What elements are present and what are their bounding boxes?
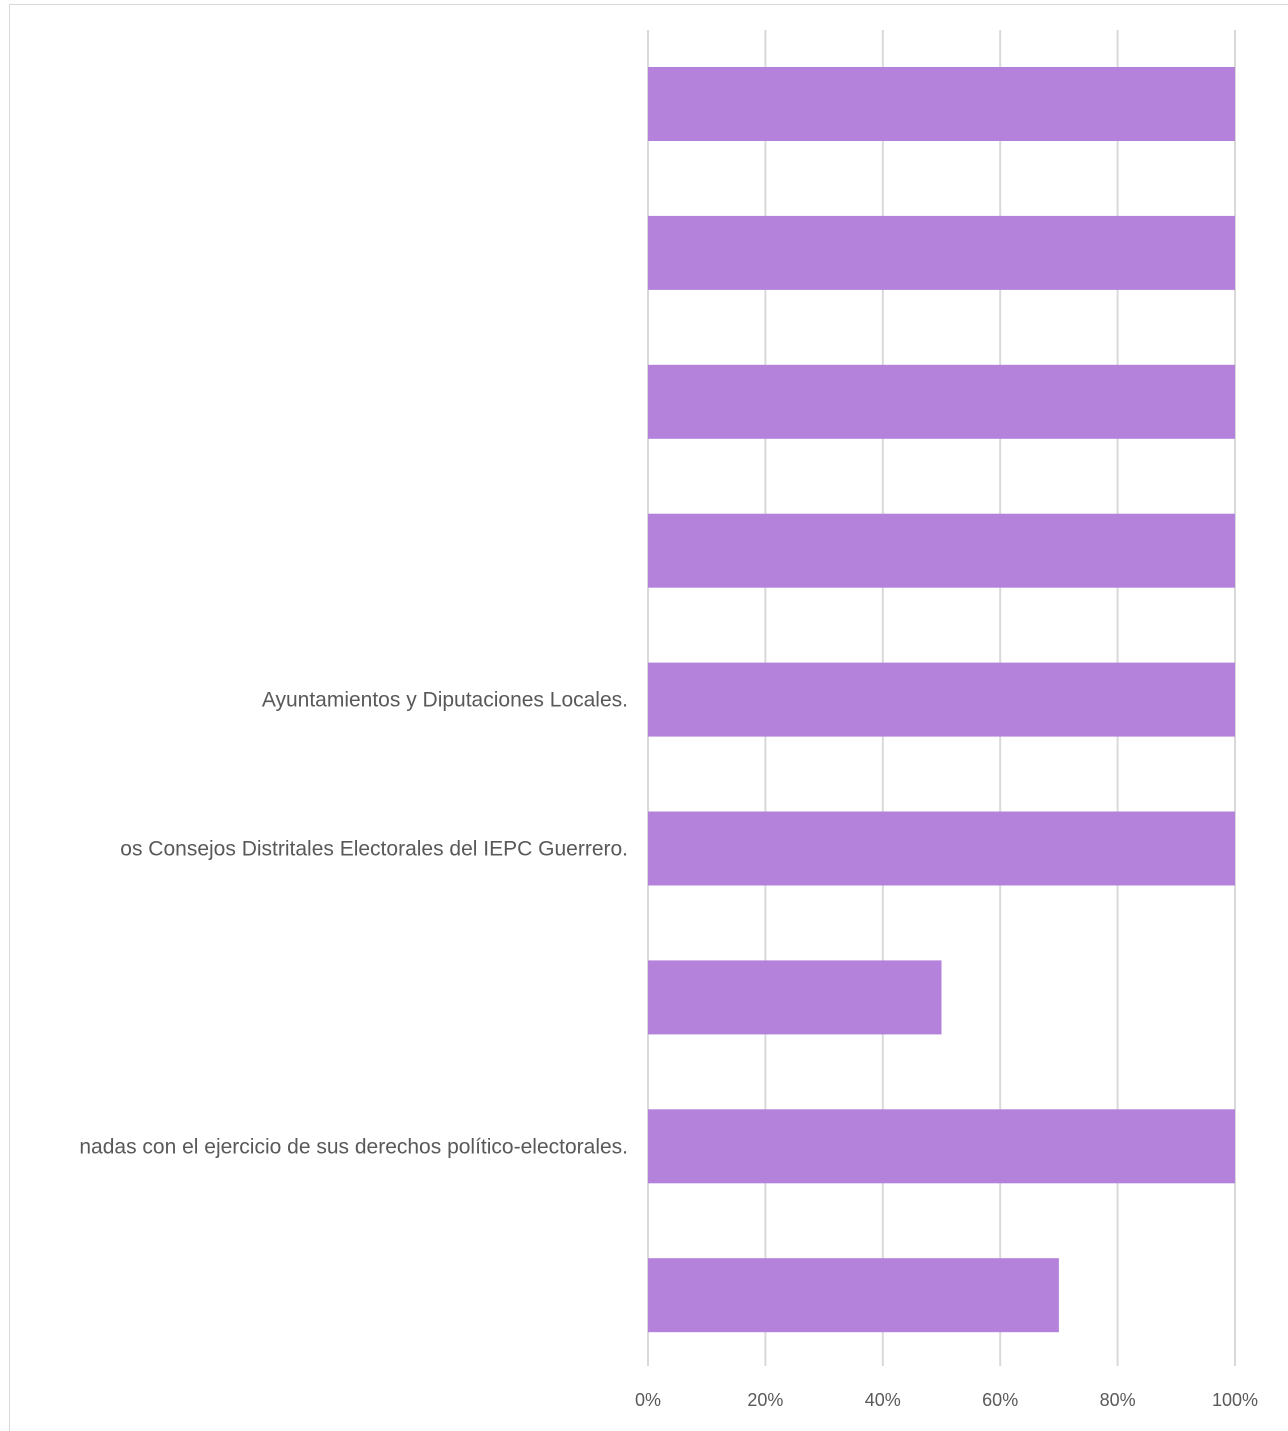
chart-frame — [9, 4, 1288, 1431]
bar — [648, 513, 1235, 588]
bar — [648, 960, 942, 1035]
bar — [648, 67, 1235, 141]
x-tick-label: 0% — [635, 1390, 661, 1410]
bar — [648, 811, 1235, 886]
x-tick-label: 80% — [1100, 1390, 1136, 1410]
bars — [648, 67, 1235, 1333]
category-label: nadas con el ejercicio de sus derechos p… — [79, 1135, 628, 1158]
x-tick-label: 100% — [1212, 1390, 1258, 1410]
bar — [648, 215, 1235, 290]
category-labels: Ayuntamientos y Diputaciones Locales. os … — [79, 689, 628, 1159]
bar — [648, 1258, 1059, 1333]
category-label: Ayuntamientos y Diputaciones Locales. — [262, 689, 628, 712]
x-tick-label: 40% — [865, 1390, 901, 1410]
bar — [648, 662, 1235, 737]
x-axis-ticks: 0% 20% 40% 60% 80% 100% — [635, 1390, 1258, 1410]
x-tick-label: 20% — [747, 1390, 783, 1410]
bar — [648, 1109, 1235, 1184]
x-tick-label: 60% — [982, 1390, 1018, 1410]
bar — [648, 364, 1235, 439]
category-label: os Consejos Distritales Electorales del … — [120, 838, 628, 861]
